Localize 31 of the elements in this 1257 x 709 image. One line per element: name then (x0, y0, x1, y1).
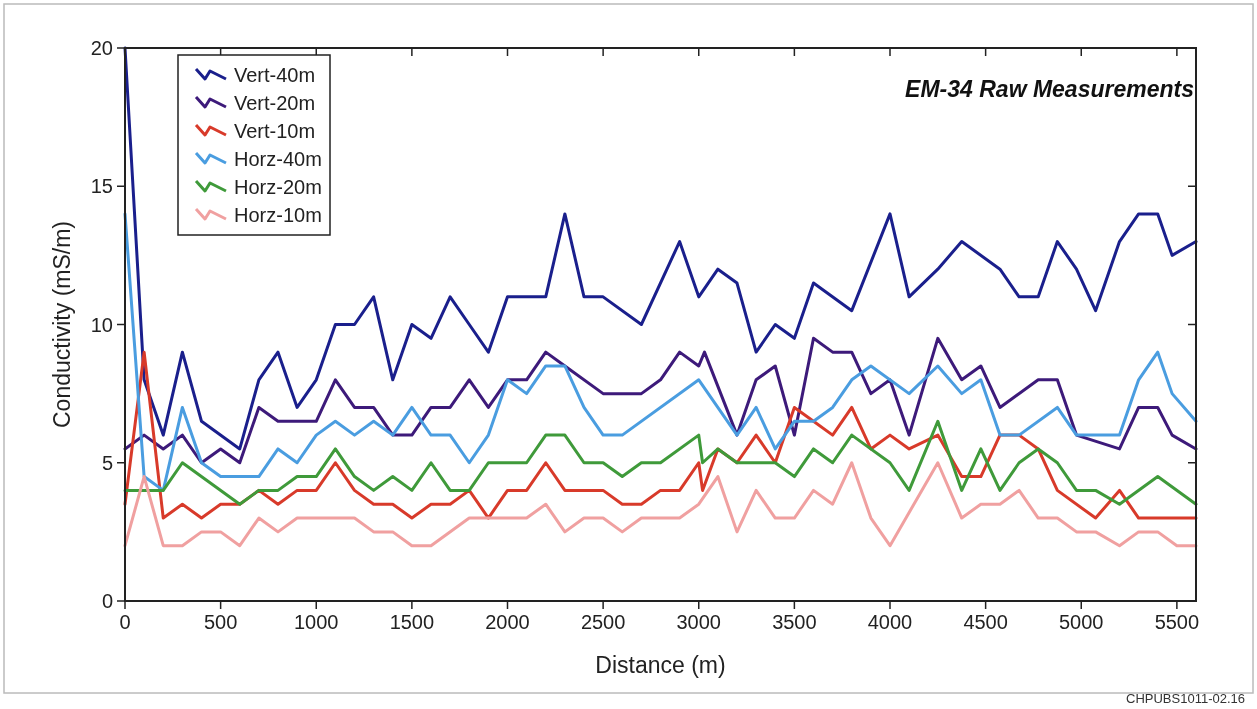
x-tick-label: 3500 (772, 611, 817, 633)
x-tick-label: 1500 (389, 611, 435, 633)
x-tick-label: 1000 (294, 611, 339, 633)
x-tick-label: 500 (203, 611, 238, 633)
x-tick-label: 4000 (867, 611, 913, 633)
x-tick-label: 0 (119, 611, 131, 633)
legend-label: Vert-20m (234, 92, 316, 114)
legend-label: Horz-20m (234, 176, 322, 198)
legend-label: Horz-10m (234, 204, 322, 226)
y-tick-label: 20 (90, 37, 113, 59)
line-series (123, 336, 1198, 465)
legend-label: Vert-40m (234, 64, 316, 86)
legend-label: Vert-10m (234, 120, 316, 142)
y-axis-title: Conductivity (mS/m) (49, 220, 75, 429)
y-tick-label: 5 (101, 451, 113, 474)
text: EM-34 Raw Measurements (905, 76, 1194, 102)
x-tick-label: 3000 (676, 611, 721, 633)
line-series (123, 46, 1198, 451)
legend-label: Horz-40m (234, 148, 322, 170)
x-tick-label: 4500 (963, 611, 1008, 633)
x-tick-label: 5500 (1154, 611, 1200, 633)
line-series (123, 461, 1198, 548)
x-tick-label: 5000 (1059, 611, 1104, 633)
x-axis-title: Distance (m) (595, 652, 726, 678)
y-tick-label: 15 (90, 175, 113, 198)
y-tick-label: 0 (101, 590, 113, 612)
y-tick-label: 10 (90, 313, 113, 336)
x-tick-label: 2500 (580, 611, 626, 633)
text: CHPUBS1011-02.16 (1126, 691, 1245, 706)
line-series (123, 419, 1198, 506)
x-tick-label: 2000 (485, 611, 530, 633)
